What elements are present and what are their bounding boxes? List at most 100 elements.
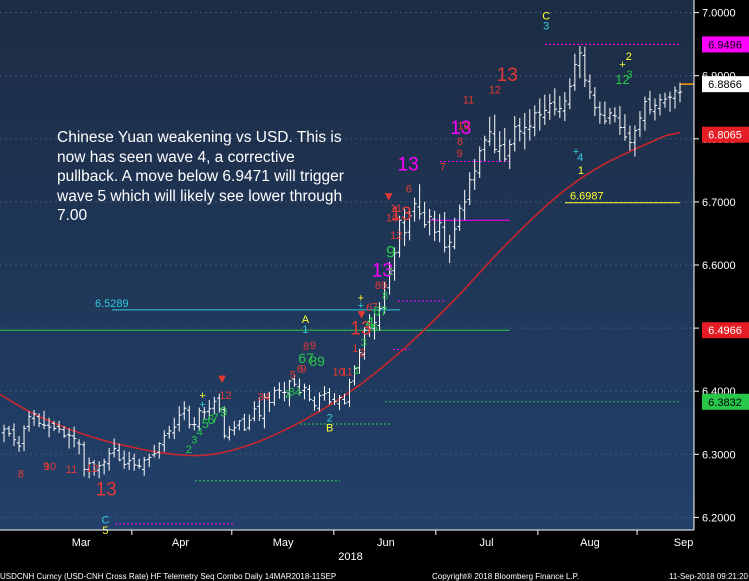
sequence-marker: 9 [300, 363, 306, 375]
sequence-marker: + [358, 300, 364, 312]
sequence-marker: 9 [43, 461, 49, 473]
sequence-marker: 12 [489, 84, 501, 96]
sequence-marker: 7 [372, 301, 378, 313]
y-tick-label: 6.7000 [702, 197, 736, 209]
price-bar [382, 281, 387, 314]
price-bar [247, 414, 252, 431]
sequence-marker: 3 [361, 337, 367, 349]
price-bar [607, 107, 613, 125]
sequence-marker: 34 [289, 387, 301, 399]
price-tag [702, 126, 749, 143]
price-bar [407, 208, 412, 241]
price-bar [262, 393, 267, 429]
sequence-marker: 4 [577, 152, 583, 164]
footer-copyright: Copyright® 2018 Bloomberg Finance L.P. [432, 572, 579, 581]
sequence-marker: 5 [202, 416, 209, 431]
sequence-marker: 1 [388, 266, 394, 278]
sequence-marker: 1 [578, 165, 584, 177]
price-bar [547, 94, 553, 120]
price-bar [507, 139, 512, 170]
sequence-marker: 67 [298, 350, 314, 366]
sequence-marker: + [358, 293, 364, 305]
sequence-marker: 9 [386, 242, 395, 261]
sequence-marker: 13 [497, 65, 518, 86]
price-bar [86, 457, 92, 479]
sequence-marker: 9 [456, 148, 462, 160]
price-bar [116, 443, 122, 462]
price-bars [1, 46, 683, 479]
x-axis: Mar Apr May Jun Jul Aug Sep 2018 [0, 529, 694, 563]
sequence-marker: 2 [626, 51, 632, 63]
price-bar [652, 98, 658, 121]
price-bar [282, 381, 287, 402]
price-bar [647, 90, 653, 115]
sequence-marker: ▼ [382, 189, 395, 204]
sequence-marker: + [619, 59, 625, 71]
sequence-marker: 6 [366, 302, 372, 314]
price-bar [352, 365, 357, 386]
sequence-marker: 11 [463, 94, 474, 106]
sequence-marker: 9 [220, 403, 228, 419]
price-bar [392, 247, 397, 281]
sequence-marker: 4 [365, 315, 374, 332]
price-bar [101, 458, 107, 475]
sequence-marker: 13 [398, 154, 419, 175]
sequence-marker: 13 [450, 118, 471, 139]
price-tag [702, 322, 749, 339]
sequence-marker: ▼ [355, 307, 368, 322]
price-bar [512, 116, 517, 152]
y-tick-label: 6.6000 [702, 260, 736, 272]
sequence-marker: + [199, 399, 205, 411]
footer-timestamp: 11-Sep-2018 09:21:20 [669, 572, 749, 581]
sequence-marker: 2 [359, 347, 365, 359]
price-bar [142, 456, 147, 476]
sequence-marker: + [573, 146, 579, 158]
price-bar [347, 378, 352, 407]
price-bar [517, 117, 522, 142]
sequence-marker: 5 [102, 525, 108, 537]
sequence-marker: 3 [543, 21, 549, 33]
price-bar [387, 261, 392, 295]
price-bar [322, 386, 327, 401]
sequence-marker: 1 [352, 343, 358, 355]
price-tag-label: 6.9496 [708, 39, 742, 51]
price-bar [632, 125, 638, 157]
price-bar [106, 447, 112, 471]
x-tick-label: Jun [377, 537, 395, 549]
price-bar [227, 425, 232, 441]
price-tag-label: 6.4966 [708, 325, 742, 337]
price-bar [577, 46, 583, 79]
price-bar [207, 400, 212, 419]
sequence-marker: 12 [86, 463, 98, 475]
price-bar [532, 105, 537, 137]
sequence-marker: 7 [212, 411, 219, 426]
sequence-marker: 12 [390, 230, 402, 242]
price-bar [187, 405, 192, 429]
price-bar [1, 424, 7, 443]
price-bar [667, 91, 673, 112]
sequence-marker: ▼ [216, 371, 229, 386]
price-bar [637, 111, 643, 137]
price-bar [552, 88, 558, 116]
sequence-marker: 11 [391, 203, 402, 215]
price-bar [417, 184, 422, 220]
sequence-marker: 6 [297, 363, 303, 375]
moving-average-line [0, 131, 681, 457]
price-bar [367, 314, 372, 337]
price-bar [612, 107, 618, 123]
price-bar [582, 46, 588, 88]
price-bar [172, 417, 177, 440]
price-bar [232, 420, 237, 436]
price-tag [702, 393, 749, 410]
price-bar [432, 210, 437, 242]
price-tag [702, 36, 749, 53]
price-bar [292, 374, 297, 387]
sequence-marker: 34 [258, 392, 270, 404]
price-bar [137, 458, 142, 469]
price-bar [252, 401, 257, 422]
price-bar [527, 109, 532, 141]
price-bar [332, 393, 337, 406]
price-bar [192, 417, 197, 431]
price-bar [96, 461, 102, 479]
